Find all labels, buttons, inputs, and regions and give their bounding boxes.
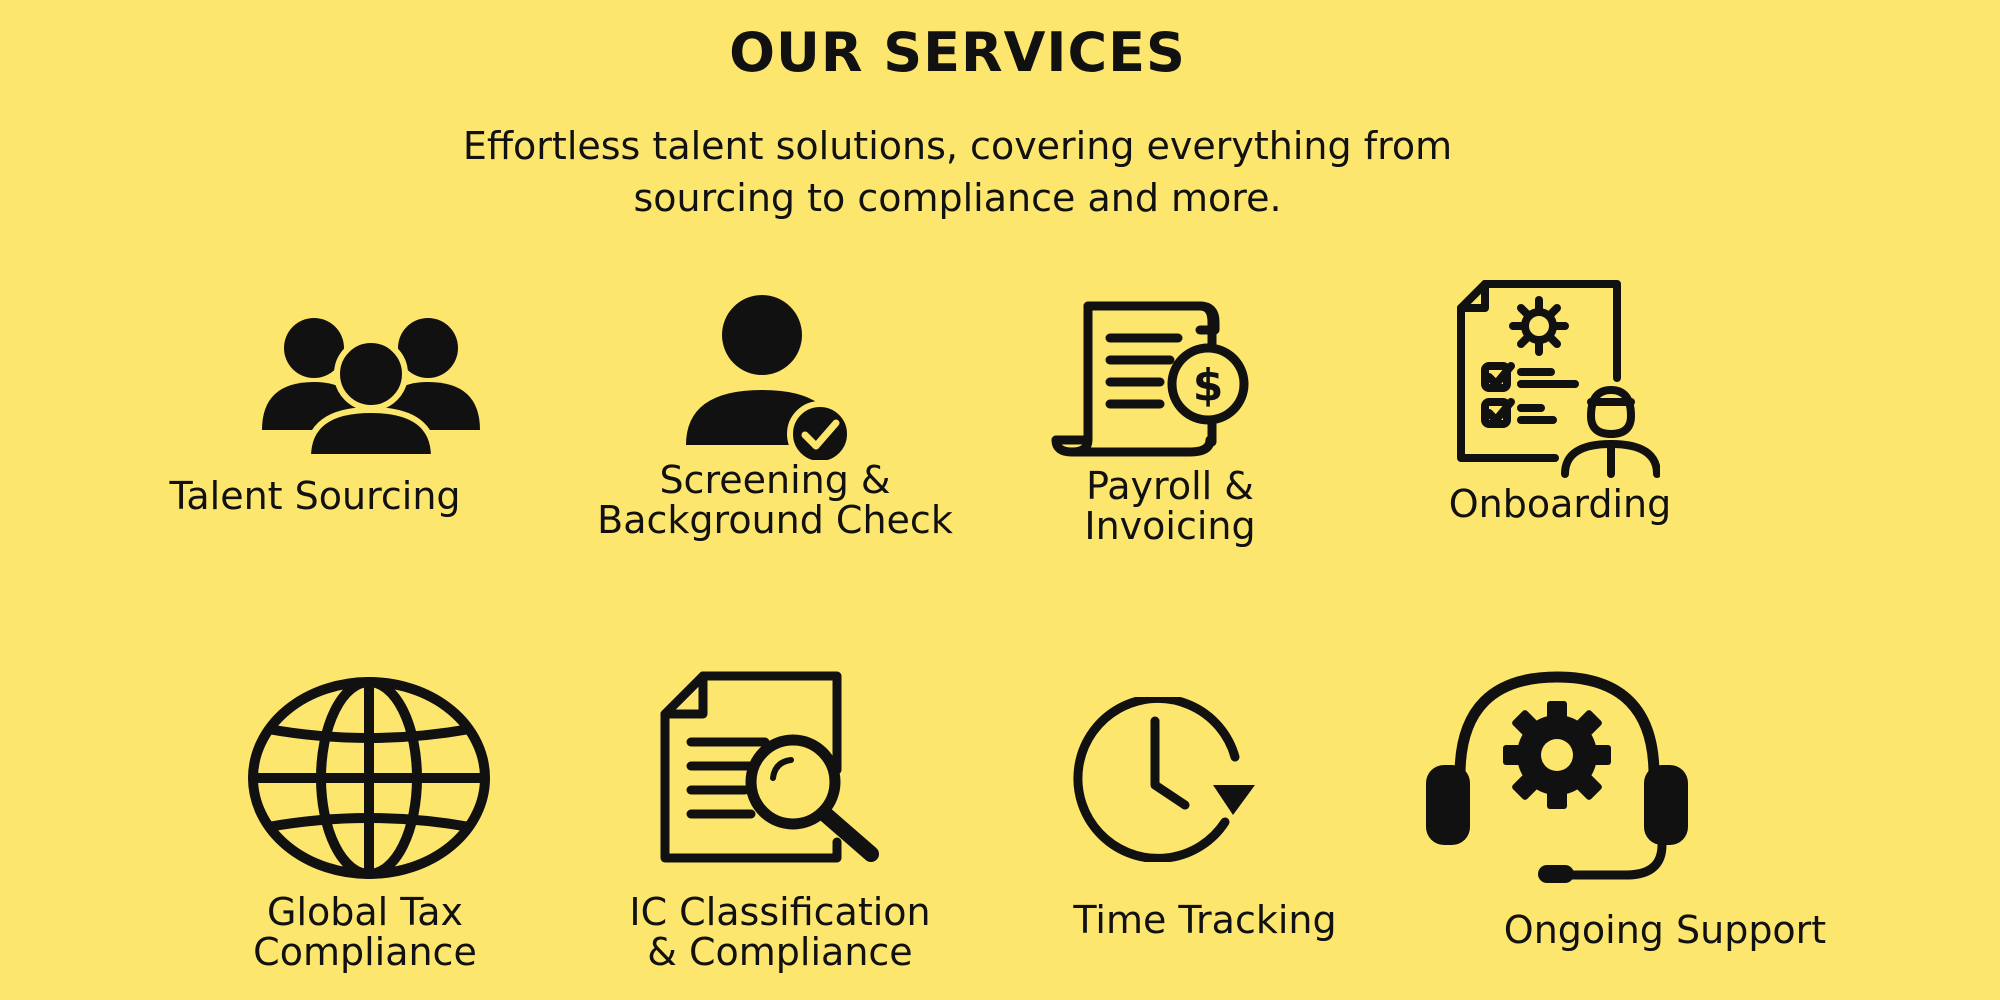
service-label-global-tax: Global Tax Compliance — [253, 890, 477, 974]
service-label-payroll: Payroll & Invoicing — [1084, 464, 1256, 548]
group-people-icon — [262, 312, 480, 457]
person-check-icon — [686, 295, 856, 460]
service-label-ongoing-support: Ongoing Support — [1503, 908, 1827, 952]
service-label-ic-classification: IC Classification & Compliance — [629, 890, 931, 974]
headset-gear-icon — [1420, 665, 1695, 887]
onboarding-checklist-icon — [1455, 278, 1660, 478]
subtitle-line-2: sourcing to compliance and more. — [633, 176, 1282, 220]
service-label-talent-sourcing: Talent Sourcing — [169, 474, 461, 518]
service-label-onboarding: Onboarding — [1448, 482, 1672, 526]
svg-text:$: $ — [1193, 360, 1224, 411]
subtitle-line-1: Effortless talent solutions, covering ev… — [462, 124, 1453, 168]
service-label-time-tracking: Time Tracking — [1073, 898, 1337, 942]
globe-icon — [246, 677, 492, 879]
invoice-dollar-icon: $ — [1050, 300, 1255, 460]
page-subtitle: Effortless talent solutions, covering ev… — [0, 120, 1915, 224]
page-title: OUR SERVICES — [729, 21, 1186, 84]
service-label-screening: Screening & Background Check — [597, 458, 953, 542]
clock-icon — [1055, 697, 1270, 862]
document-search-icon — [655, 670, 885, 866]
